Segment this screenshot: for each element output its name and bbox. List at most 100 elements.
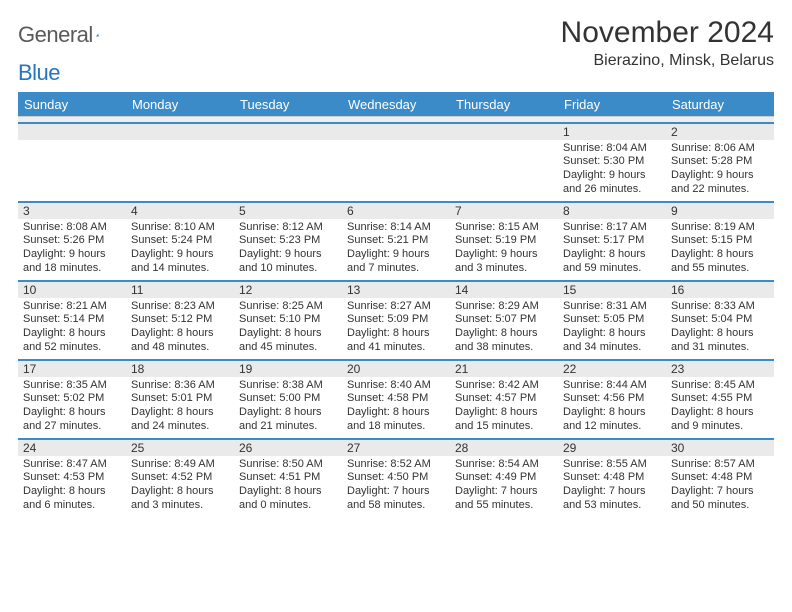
sunset-text: Sunset: 5:14 PM: [23, 313, 121, 327]
sunset-text: Sunset: 5:30 PM: [563, 155, 661, 169]
daylight-text: Daylight: 8 hours and 24 minutes.: [131, 406, 229, 434]
day-cell: 1Sunrise: 8:04 AMSunset: 5:30 PMDaylight…: [558, 123, 666, 202]
day-number: 21: [450, 361, 558, 377]
day-cell: 8Sunrise: 8:17 AMSunset: 5:17 PMDaylight…: [558, 202, 666, 281]
day-cell: 15Sunrise: 8:31 AMSunset: 5:05 PMDayligh…: [558, 281, 666, 360]
day-cell: 22Sunrise: 8:44 AMSunset: 4:56 PMDayligh…: [558, 360, 666, 439]
sunrise-text: Sunrise: 8:40 AM: [347, 379, 445, 393]
sunrise-text: Sunrise: 8:47 AM: [23, 458, 121, 472]
sunset-text: Sunset: 4:52 PM: [131, 471, 229, 485]
week-row: 1Sunrise: 8:04 AMSunset: 5:30 PMDaylight…: [18, 123, 774, 202]
day-body: Sunrise: 8:40 AMSunset: 4:58 PMDaylight:…: [342, 377, 450, 438]
day-body: Sunrise: 8:27 AMSunset: 5:09 PMDaylight:…: [342, 298, 450, 359]
day-body: Sunrise: 8:42 AMSunset: 4:57 PMDaylight:…: [450, 377, 558, 438]
calendar-body: 1Sunrise: 8:04 AMSunset: 5:30 PMDaylight…: [18, 123, 774, 517]
sunrise-text: Sunrise: 8:54 AM: [455, 458, 553, 472]
day-number: 29: [558, 440, 666, 456]
daylight-text: Daylight: 8 hours and 48 minutes.: [131, 327, 229, 355]
sunrise-text: Sunrise: 8:21 AM: [23, 300, 121, 314]
day-cell: 11Sunrise: 8:23 AMSunset: 5:12 PMDayligh…: [126, 281, 234, 360]
daylight-text: Daylight: 8 hours and 59 minutes.: [563, 248, 661, 276]
sunset-text: Sunset: 4:51 PM: [239, 471, 337, 485]
sunrise-text: Sunrise: 8:44 AM: [563, 379, 661, 393]
day-number: 25: [126, 440, 234, 456]
day-cell: 18Sunrise: 8:36 AMSunset: 5:01 PMDayligh…: [126, 360, 234, 439]
day-cell: 14Sunrise: 8:29 AMSunset: 5:07 PMDayligh…: [450, 281, 558, 360]
day-number: 11: [126, 282, 234, 298]
day-cell: 2Sunrise: 8:06 AMSunset: 5:28 PMDaylight…: [666, 123, 774, 202]
day-number: 27: [342, 440, 450, 456]
day-body: Sunrise: 8:14 AMSunset: 5:21 PMDaylight:…: [342, 219, 450, 280]
sunset-text: Sunset: 5:01 PM: [131, 392, 229, 406]
daylight-text: Daylight: 8 hours and 38 minutes.: [455, 327, 553, 355]
sunrise-text: Sunrise: 8:27 AM: [347, 300, 445, 314]
day-body: Sunrise: 8:21 AMSunset: 5:14 PMDaylight:…: [18, 298, 126, 359]
day-cell: 13Sunrise: 8:27 AMSunset: 5:09 PMDayligh…: [342, 281, 450, 360]
day-body: Sunrise: 8:47 AMSunset: 4:53 PMDaylight:…: [18, 456, 126, 517]
day-number: [234, 124, 342, 140]
day-number: 24: [18, 440, 126, 456]
day-cell: 20Sunrise: 8:40 AMSunset: 4:58 PMDayligh…: [342, 360, 450, 439]
daylight-text: Daylight: 9 hours and 10 minutes.: [239, 248, 337, 276]
day-number: 30: [666, 440, 774, 456]
daylight-text: Daylight: 9 hours and 3 minutes.: [455, 248, 553, 276]
sunrise-text: Sunrise: 8:50 AM: [239, 458, 337, 472]
daylight-text: Daylight: 8 hours and 9 minutes.: [671, 406, 769, 434]
sunset-text: Sunset: 4:56 PM: [563, 392, 661, 406]
daylight-text: Daylight: 9 hours and 18 minutes.: [23, 248, 121, 276]
day-header-row: Sunday Monday Tuesday Wednesday Thursday…: [18, 92, 774, 117]
sunrise-text: Sunrise: 8:06 AM: [671, 142, 769, 156]
calendar-table: Sunday Monday Tuesday Wednesday Thursday…: [18, 92, 774, 517]
day-number: 20: [342, 361, 450, 377]
daylight-text: Daylight: 8 hours and 12 minutes.: [563, 406, 661, 434]
day-cell: 7Sunrise: 8:15 AMSunset: 5:19 PMDaylight…: [450, 202, 558, 281]
day-number: 17: [18, 361, 126, 377]
day-cell: 25Sunrise: 8:49 AMSunset: 4:52 PMDayligh…: [126, 439, 234, 517]
daylight-text: Daylight: 9 hours and 14 minutes.: [131, 248, 229, 276]
logo-sail-icon: [96, 27, 99, 43]
day-number: 23: [666, 361, 774, 377]
sunrise-text: Sunrise: 8:49 AM: [131, 458, 229, 472]
day-number: 8: [558, 203, 666, 219]
day-body: Sunrise: 8:31 AMSunset: 5:05 PMDaylight:…: [558, 298, 666, 359]
day-cell: 26Sunrise: 8:50 AMSunset: 4:51 PMDayligh…: [234, 439, 342, 517]
week-row: 17Sunrise: 8:35 AMSunset: 5:02 PMDayligh…: [18, 360, 774, 439]
day-body: Sunrise: 8:29 AMSunset: 5:07 PMDaylight:…: [450, 298, 558, 359]
day-number: 6: [342, 203, 450, 219]
day-number: [450, 124, 558, 140]
day-body: Sunrise: 8:08 AMSunset: 5:26 PMDaylight:…: [18, 219, 126, 280]
day-cell: 28Sunrise: 8:54 AMSunset: 4:49 PMDayligh…: [450, 439, 558, 517]
day-number: 7: [450, 203, 558, 219]
day-number: 2: [666, 124, 774, 140]
day-number: 13: [342, 282, 450, 298]
day-header-thu: Thursday: [450, 92, 558, 117]
day-number: 15: [558, 282, 666, 298]
sunrise-text: Sunrise: 8:36 AM: [131, 379, 229, 393]
day-cell: 12Sunrise: 8:25 AMSunset: 5:10 PMDayligh…: [234, 281, 342, 360]
sunset-text: Sunset: 4:53 PM: [23, 471, 121, 485]
day-body: Sunrise: 8:57 AMSunset: 4:48 PMDaylight:…: [666, 456, 774, 517]
sunset-text: Sunset: 5:24 PM: [131, 234, 229, 248]
calendar-page: General November 2024 Bierazino, Minsk, …: [0, 0, 792, 517]
day-number: 19: [234, 361, 342, 377]
daylight-text: Daylight: 7 hours and 50 minutes.: [671, 485, 769, 513]
sunset-text: Sunset: 5:17 PM: [563, 234, 661, 248]
daylight-text: Daylight: 8 hours and 34 minutes.: [563, 327, 661, 355]
day-cell: 24Sunrise: 8:47 AMSunset: 4:53 PMDayligh…: [18, 439, 126, 517]
sunrise-text: Sunrise: 8:45 AM: [671, 379, 769, 393]
day-body: Sunrise: 8:52 AMSunset: 4:50 PMDaylight:…: [342, 456, 450, 517]
day-header-sat: Saturday: [666, 92, 774, 117]
day-body: Sunrise: 8:35 AMSunset: 5:02 PMDaylight:…: [18, 377, 126, 438]
day-body: Sunrise: 8:55 AMSunset: 4:48 PMDaylight:…: [558, 456, 666, 517]
daylight-text: Daylight: 8 hours and 0 minutes.: [239, 485, 337, 513]
sunset-text: Sunset: 5:21 PM: [347, 234, 445, 248]
daylight-text: Daylight: 8 hours and 45 minutes.: [239, 327, 337, 355]
sunrise-text: Sunrise: 8:14 AM: [347, 221, 445, 235]
sunset-text: Sunset: 5:07 PM: [455, 313, 553, 327]
sunrise-text: Sunrise: 8:15 AM: [455, 221, 553, 235]
day-body: Sunrise: 8:15 AMSunset: 5:19 PMDaylight:…: [450, 219, 558, 280]
day-body: [18, 140, 126, 196]
sunset-text: Sunset: 5:19 PM: [455, 234, 553, 248]
day-number: 4: [126, 203, 234, 219]
sunrise-text: Sunrise: 8:31 AM: [563, 300, 661, 314]
